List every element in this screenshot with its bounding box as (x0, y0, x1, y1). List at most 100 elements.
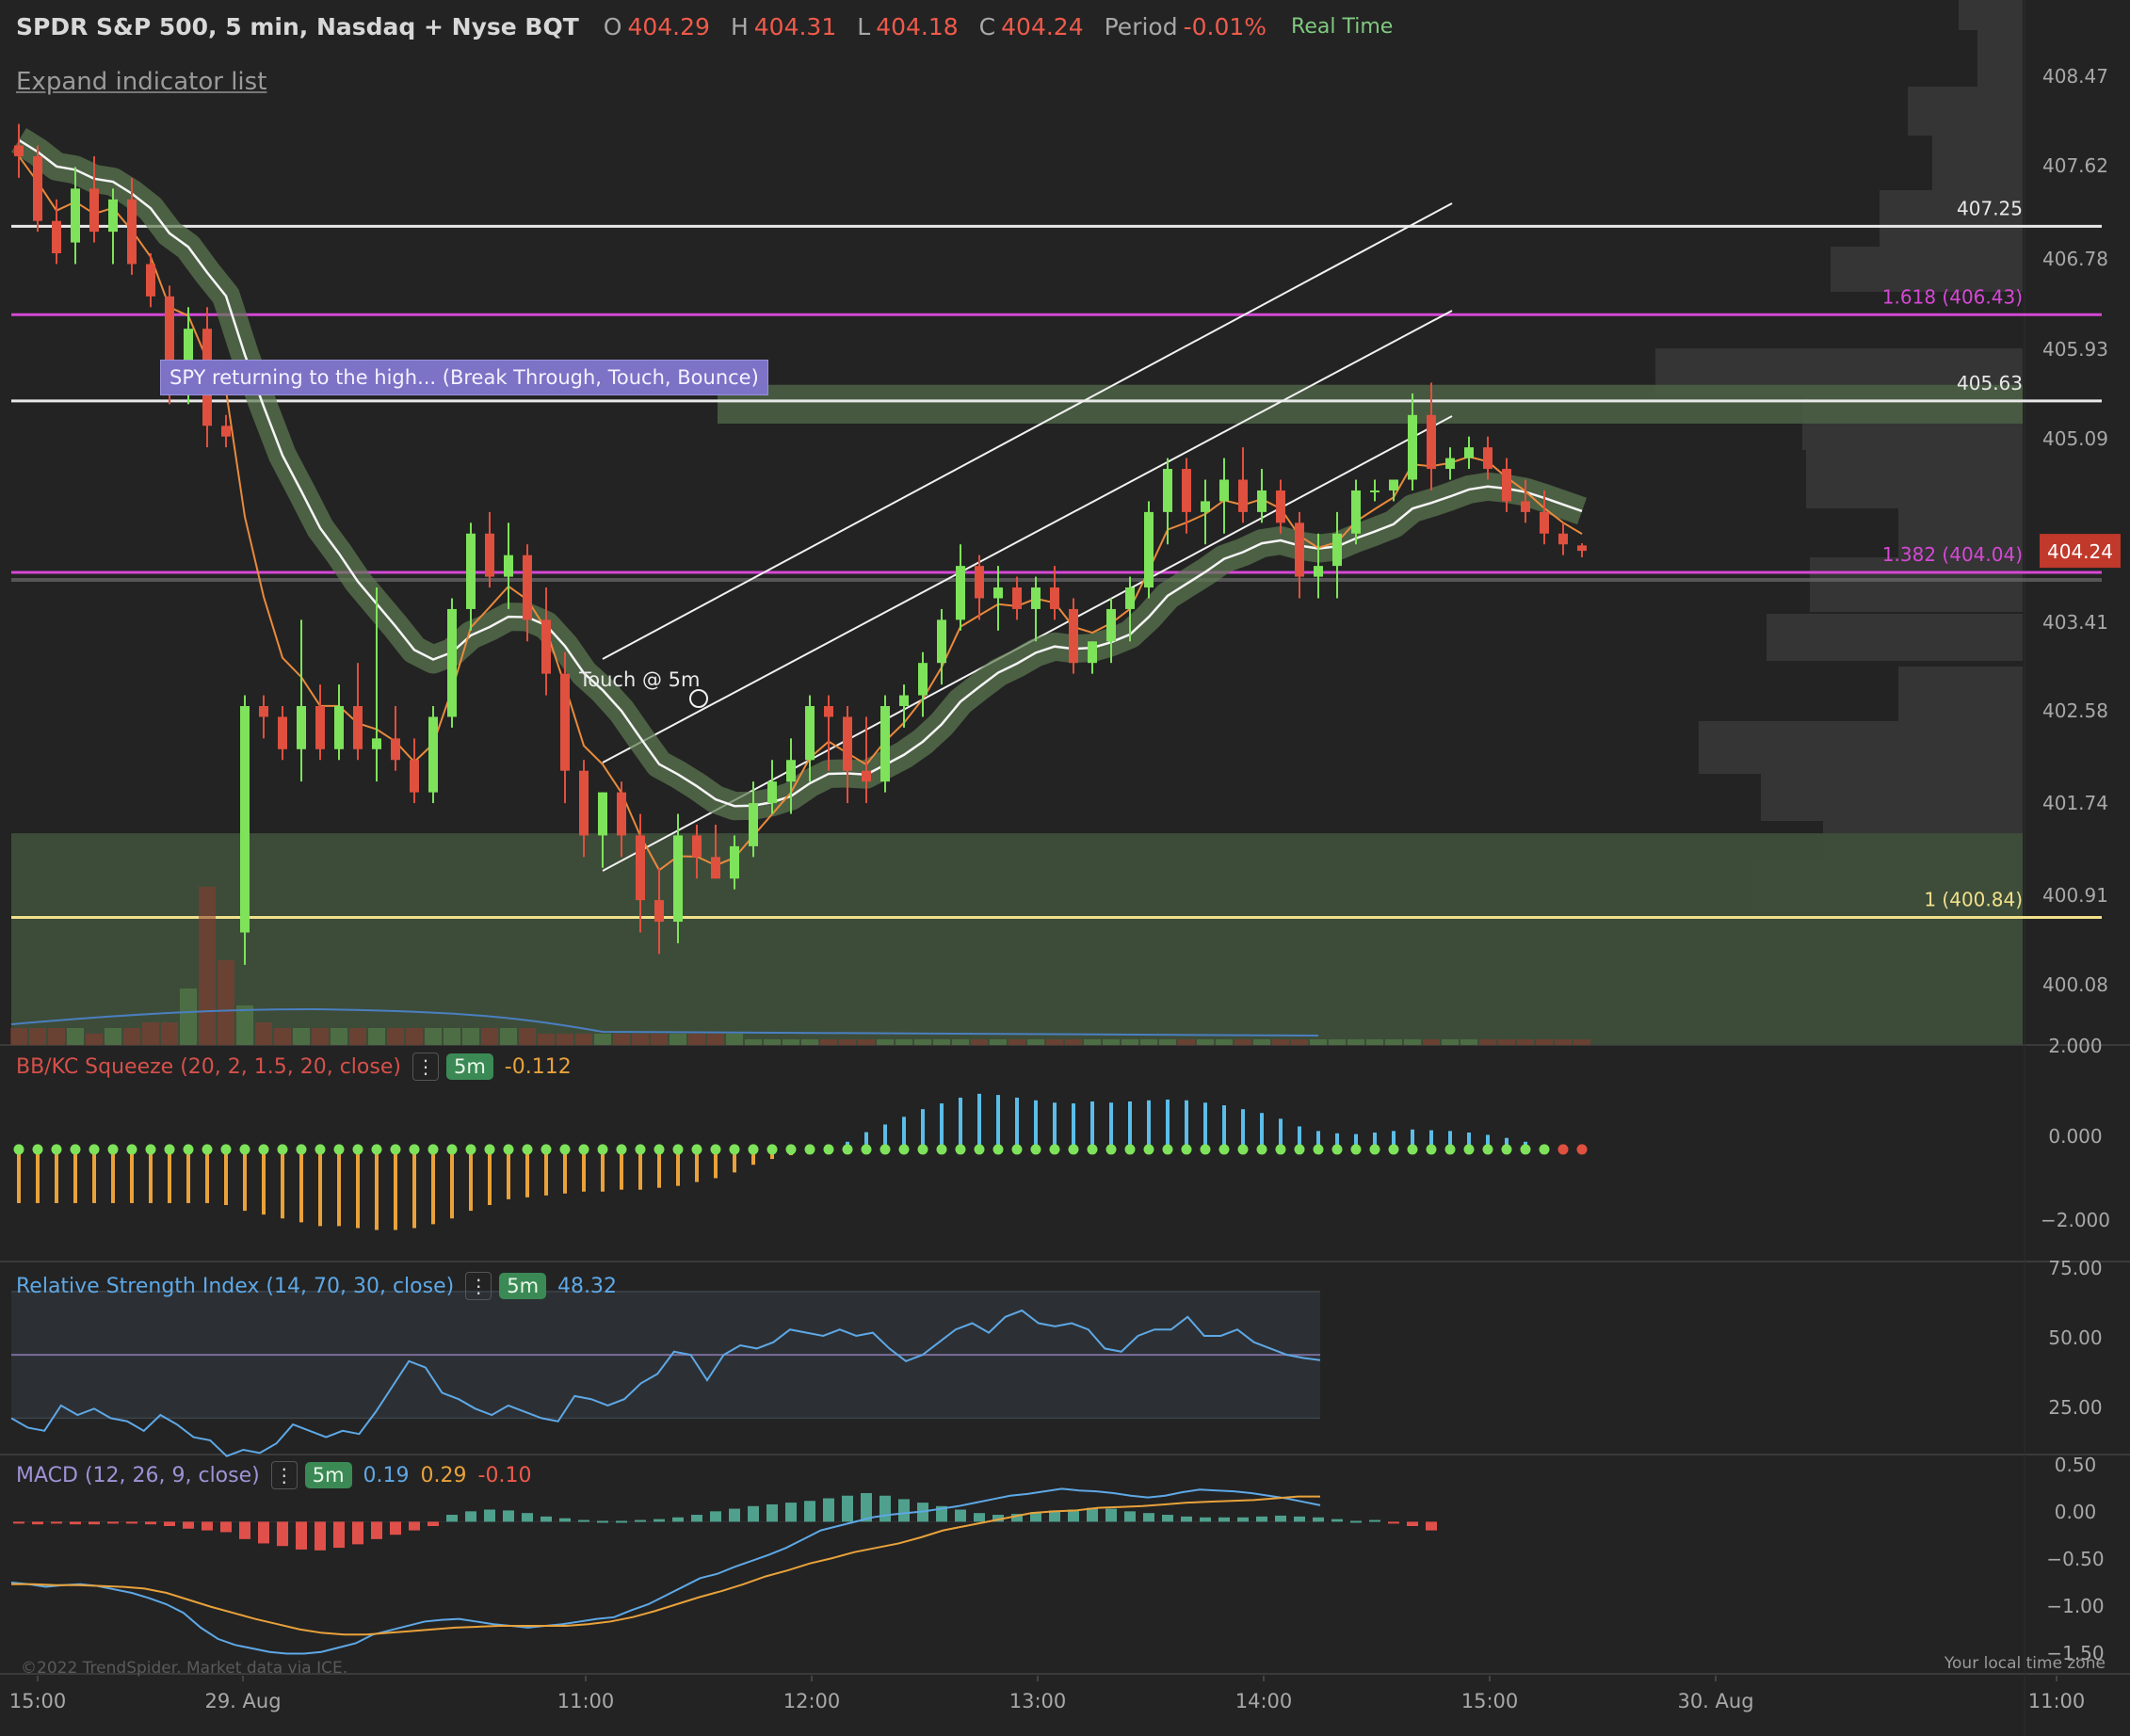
rsi-menu-icon[interactable]: ⋮ (465, 1272, 492, 1300)
candle-67 (1276, 479, 1285, 534)
macd-hist-bar-31 (597, 1520, 608, 1523)
volume-bar-17 (331, 1028, 347, 1045)
squeeze-dot-18 (352, 1144, 363, 1155)
volume-bar-53 (1009, 1039, 1025, 1045)
macd-value: 0.19 (363, 1463, 410, 1487)
candle-13 (259, 695, 268, 739)
macd-title[interactable]: MACD (12, 26, 9, close) (16, 1463, 260, 1487)
touch-annotation[interactable]: Touch @ 5m (579, 668, 701, 691)
macd-hist-bar-19 (371, 1521, 382, 1539)
macd-hist-bar-63 (1200, 1517, 1211, 1522)
macd-tick-2: −0.50 (2046, 1548, 2104, 1570)
squeeze-dot-22 (428, 1144, 439, 1155)
squeeze-dot-2 (51, 1144, 62, 1155)
candle-41 (786, 738, 796, 814)
squeeze-dot-5 (107, 1144, 119, 1155)
macd-hist-bar-62 (1181, 1516, 1192, 1522)
squeeze-menu-icon[interactable]: ⋮ (411, 1053, 439, 1081)
squeeze-dot-39 (748, 1144, 759, 1155)
volume-profile-bar-9 (1898, 508, 2023, 557)
realtime-badge: Real Time (1291, 14, 1394, 39)
squeeze-dot-36 (691, 1144, 702, 1155)
candle-40 (767, 760, 777, 814)
candle-34 (654, 867, 664, 955)
squeeze-dot-63 (1200, 1144, 1211, 1155)
candle-53 (1012, 576, 1022, 620)
macd-hist-value: -0.10 (477, 1463, 532, 1487)
macd-hist-bar-55 (1049, 1510, 1060, 1522)
macd-hist-bar-7 (145, 1521, 156, 1525)
squeeze-dot-9 (183, 1144, 194, 1155)
candle-69 (1314, 533, 1323, 599)
volume-bar-34 (651, 1034, 668, 1045)
volume-profile-bar-14 (1761, 774, 2023, 821)
price-tick-2: 406.78 (2042, 248, 2108, 270)
squeeze-dot-59 (1124, 1144, 1136, 1155)
candle-36 (692, 824, 702, 879)
macd-timeframe[interactable]: 5m (304, 1462, 352, 1488)
candle-30 (579, 760, 589, 858)
candle-43 (824, 695, 833, 771)
squeeze-dot-77 (1463, 1144, 1475, 1155)
macd-signal-value: 0.29 (420, 1463, 467, 1487)
macd-hist-bar-24 (465, 1511, 476, 1522)
candle-22 (428, 706, 438, 804)
volume-bar-41 (783, 1039, 799, 1045)
squeeze-dot-61 (1162, 1144, 1173, 1155)
volume-bar-26 (500, 1028, 517, 1045)
rsi-title[interactable]: Relative Strength Index (14, 70, 30, clo… (16, 1274, 455, 1298)
macd-hist-bar-12 (239, 1521, 250, 1539)
candle-76 (1445, 447, 1455, 480)
candle-26 (504, 522, 513, 609)
volume-bar-10 (199, 887, 216, 1045)
rsi-tick-2: 25.00 (2048, 1396, 2102, 1419)
squeeze-dot-44 (842, 1144, 853, 1155)
macd-hist-bar-52 (992, 1515, 1004, 1522)
volume-bar-58 (1103, 1039, 1120, 1045)
candle-55 (1050, 566, 1059, 620)
squeeze-dot-19 (371, 1144, 382, 1155)
macd-hist-bar-74 (1407, 1521, 1418, 1527)
volume-bar-76 (1442, 1039, 1459, 1045)
rsi-timeframe[interactable]: 5m (499, 1273, 547, 1299)
squeeze-timeframe[interactable]: 5m (445, 1053, 493, 1080)
squeeze-dot-51 (974, 1144, 985, 1155)
low-value: 404.18 (876, 12, 959, 40)
chart-annotation[interactable]: SPY returning to the high... (Break Thro… (160, 360, 768, 395)
squeeze-dot-25 (484, 1144, 495, 1155)
macd-hist-bar-51 (974, 1513, 985, 1522)
macd-menu-icon[interactable]: ⋮ (270, 1461, 298, 1489)
macd-hist-bar-75 (1426, 1521, 1437, 1531)
macd-hist-bar-5 (107, 1521, 119, 1524)
price-tick-4: 405.09 (2042, 427, 2108, 450)
candle-49 (937, 608, 946, 685)
price-tick-0: 408.47 (2042, 65, 2108, 88)
macd-hist-bar-25 (484, 1509, 495, 1522)
timezone-label[interactable]: Your local time zone (1944, 1654, 2106, 1673)
rsi-line (10, 1309, 1321, 1457)
volume-profile-bar-5 (1831, 247, 2023, 292)
candle-38 (730, 835, 739, 890)
squeeze-dot-35 (672, 1144, 684, 1155)
candle-0 (14, 123, 24, 178)
macd-hist-bar-3 (70, 1521, 81, 1525)
candle-68 (1295, 511, 1304, 599)
rsi-tick-1: 50.00 (2048, 1326, 2102, 1349)
candle-33 (636, 813, 645, 933)
squeeze-dot-43 (823, 1144, 834, 1155)
volume-bar-72 (1366, 1039, 1383, 1045)
squeeze-title[interactable]: BB/KC Squeeze (20, 2, 1.5, 20, close) (16, 1054, 401, 1079)
candle-70 (1332, 511, 1342, 599)
candle-2 (52, 199, 61, 265)
candle-66 (1257, 469, 1267, 523)
squeeze-dot-46 (879, 1144, 891, 1155)
squeeze-dot-42 (804, 1144, 815, 1155)
expand-indicator-link[interactable]: Expand indicator list (16, 68, 267, 96)
candle-52 (993, 566, 1003, 631)
squeeze-dot-76 (1444, 1144, 1456, 1155)
symbol-title[interactable]: SPDR S&P 500, 5 min, Nasdaq + Nyse BQT (16, 12, 579, 40)
macd-hist-bar-1 (32, 1521, 43, 1525)
macd-hist-bar-61 (1162, 1515, 1173, 1522)
